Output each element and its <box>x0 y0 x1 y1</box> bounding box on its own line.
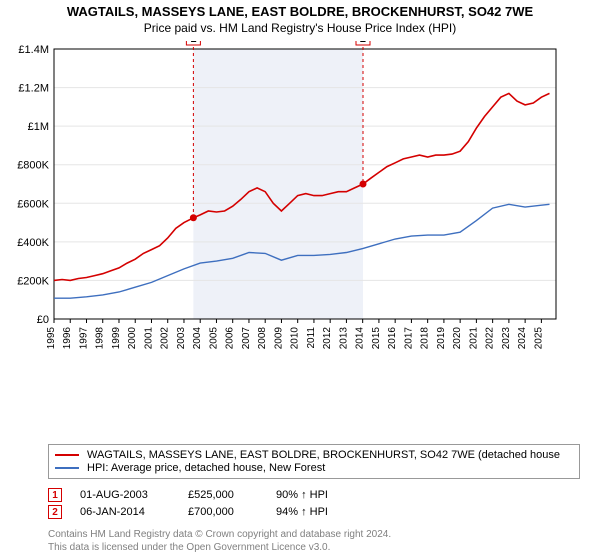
ytick-label: £1.4M <box>18 44 49 56</box>
ytick-label: £1.2M <box>18 83 49 95</box>
title-block: WAGTAILS, MASSEYS LANE, EAST BOLDRE, BRO… <box>0 0 600 37</box>
xtick-label: 1996 <box>62 327 73 350</box>
legend-label: WAGTAILS, MASSEYS LANE, EAST BOLDRE, BRO… <box>87 449 560 461</box>
xtick-label: 2011 <box>306 327 317 349</box>
xtick-label: 2020 <box>452 327 463 350</box>
sale-row: 1 01-AUG-2003 £525,000 90% ↑ HPI <box>48 488 580 502</box>
sale-price: £525,000 <box>188 489 258 501</box>
xtick-label: 2022 <box>485 327 496 350</box>
footer-line2: This data is licensed under the Open Gov… <box>48 541 580 554</box>
xtick-label: 2001 <box>143 327 154 350</box>
ytick-label: £600K <box>17 198 49 210</box>
xtick-label: 2000 <box>127 327 138 350</box>
xtick-label: 2010 <box>290 327 301 350</box>
legend-label: HPI: Average price, detached house, New … <box>87 462 325 474</box>
chart-area: £0 £200K £400K £600K £800K £1M £1.2M £1.4M 1995 1… <box>0 37 600 438</box>
xtick-label: 2015 <box>371 327 382 350</box>
legend: WAGTAILS, MASSEYS LANE, EAST BOLDRE, BRO… <box>48 444 580 479</box>
sale-row-badge: 2 <box>48 505 62 519</box>
xtick-label: 2016 <box>387 327 398 350</box>
xtick-label: 2019 <box>436 327 447 350</box>
chart-title: WAGTAILS, MASSEYS LANE, EAST BOLDRE, BRO… <box>8 4 592 19</box>
xtick-label: 1997 <box>78 327 89 350</box>
xtick-label: 2018 <box>420 327 431 350</box>
sale-row: 2 06-JAN-2014 £700,000 94% ↑ HPI <box>48 505 580 519</box>
sale-row-badge: 1 <box>48 488 62 502</box>
sale-marker-dot <box>359 181 366 188</box>
legend-swatch <box>55 454 79 456</box>
xtick-label: 1999 <box>111 327 122 350</box>
xtick-label: 2012 <box>322 327 333 350</box>
xtick-label: 2017 <box>403 327 414 350</box>
shaded-band <box>193 49 363 319</box>
sale-marker-dot <box>190 214 197 221</box>
ytick-label: £200K <box>17 275 49 287</box>
sales-table: 1 01-AUG-2003 £525,000 90% ↑ HPI 2 06-JAN-201… <box>48 485 580 522</box>
xtick-label: 2005 <box>208 327 219 350</box>
xtick-label: 2007 <box>241 327 252 350</box>
sale-marker-number: 1 <box>190 41 196 45</box>
xtick-label: 2024 <box>517 327 528 350</box>
line-chart-svg: £0 £200K £400K £600K £800K £1M £1.2M £1.4M 1995 1… <box>8 41 568 361</box>
legend-swatch <box>55 467 79 469</box>
ytick-label: £800K <box>17 160 49 172</box>
sale-date: 06-JAN-2014 <box>80 506 170 518</box>
sale-price: £700,000 <box>188 506 258 518</box>
xtick-label: 2004 <box>192 327 203 350</box>
legend-item: HPI: Average price, detached house, New … <box>55 462 573 474</box>
ytick-label: £400K <box>17 237 49 249</box>
xtick-label: 2013 <box>338 327 349 350</box>
xtick-label: 2014 <box>355 327 366 350</box>
xtick-label: 2003 <box>176 327 187 350</box>
ytick-label: £0 <box>37 314 49 326</box>
xtick-label: 2006 <box>225 327 236 350</box>
footer-line1: Contains HM Land Registry data © Crown c… <box>48 528 580 541</box>
xtick-label: 2021 <box>468 327 479 350</box>
chart-subtitle: Price paid vs. HM Land Registry's House … <box>8 21 592 35</box>
legend-item: WAGTAILS, MASSEYS LANE, EAST BOLDRE, BRO… <box>55 449 573 461</box>
xtick-label: 1995 <box>46 327 57 350</box>
xtick-label: 2025 <box>533 327 544 350</box>
footer-attribution: Contains HM Land Registry data © Crown c… <box>48 528 580 554</box>
xtick-label: 1998 <box>95 327 106 350</box>
xtick-label: 2009 <box>273 327 284 350</box>
ytick-label: £1M <box>28 121 49 133</box>
sale-pct: 90% ↑ HPI <box>276 489 356 501</box>
xtick-label: 2002 <box>160 327 171 350</box>
xtick-label: 2008 <box>257 327 268 350</box>
xtick-label: 2023 <box>501 327 512 350</box>
chart-container: WAGTAILS, MASSEYS LANE, EAST BOLDRE, BRO… <box>0 0 600 560</box>
sale-marker-number: 2 <box>360 41 366 45</box>
sale-pct: 94% ↑ HPI <box>276 506 356 518</box>
sale-date: 01-AUG-2003 <box>80 489 170 501</box>
